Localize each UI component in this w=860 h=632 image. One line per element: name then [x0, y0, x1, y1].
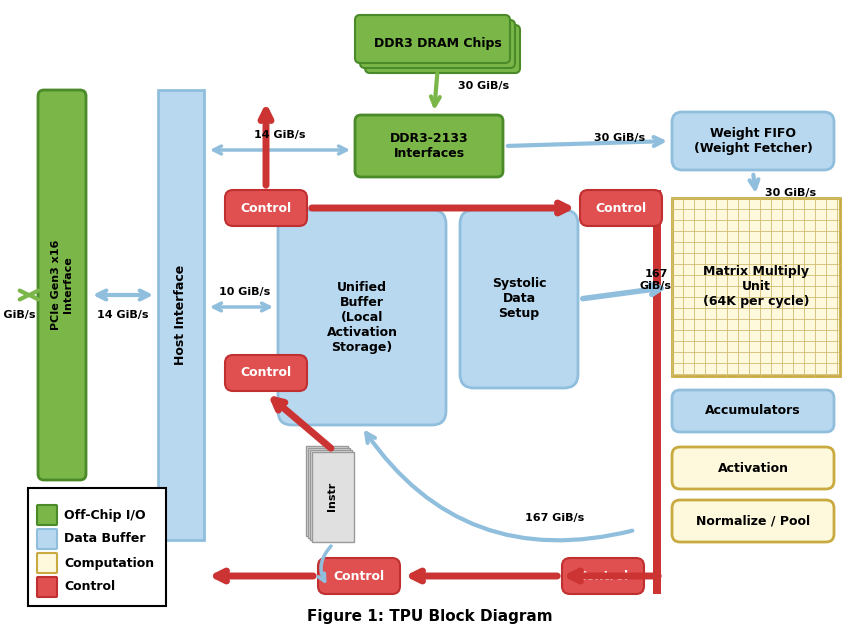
Text: Weight FIFO
(Weight Fetcher): Weight FIFO (Weight Fetcher) [693, 127, 813, 155]
Text: DDR3-2133
Interfaces: DDR3-2133 Interfaces [390, 132, 469, 160]
Text: DDR3 DRAM Chips: DDR3 DRAM Chips [373, 37, 501, 51]
FancyBboxPatch shape [37, 505, 57, 525]
Text: Accumulators: Accumulators [705, 404, 801, 418]
FancyBboxPatch shape [672, 500, 834, 542]
Text: PCIe Gen3 x16
Interface: PCIe Gen3 x16 Interface [52, 240, 73, 330]
Bar [158, 90, 204, 540]
FancyBboxPatch shape [318, 558, 400, 594]
Text: Normalize / Pool: Normalize / Pool [696, 514, 810, 528]
Text: Figure 1: TPU Block Diagram: Figure 1: TPU Block Diagram [307, 609, 553, 624]
Bar [306, 446, 348, 536]
FancyBboxPatch shape [37, 577, 57, 597]
FancyArrowPatch shape [366, 433, 632, 540]
Text: Control: Control [241, 202, 292, 214]
Text: 30 GiB/s: 30 GiB/s [594, 133, 646, 143]
Bar [672, 198, 840, 376]
Bar [312, 452, 354, 542]
Text: 167 GiB/s: 167 GiB/s [525, 513, 585, 523]
Text: 30 GiB/s: 30 GiB/s [458, 81, 508, 91]
Text: Control: Control [334, 569, 384, 583]
Text: Control: Control [64, 581, 115, 593]
FancyBboxPatch shape [37, 529, 57, 549]
Text: Matrix Multiply
Unit
(64K per cycle): Matrix Multiply Unit (64K per cycle) [703, 265, 809, 308]
Text: Instr: Instr [327, 482, 337, 511]
FancyBboxPatch shape [225, 190, 307, 226]
FancyBboxPatch shape [37, 553, 57, 573]
FancyBboxPatch shape [672, 390, 834, 432]
FancyBboxPatch shape [365, 25, 520, 73]
Text: Systolic
Data
Setup: Systolic Data Setup [492, 277, 546, 320]
Text: Control: Control [595, 202, 647, 214]
FancyBboxPatch shape [225, 355, 307, 391]
Text: Control: Control [241, 367, 292, 379]
Text: Activation: Activation [717, 461, 789, 475]
FancyBboxPatch shape [562, 558, 644, 594]
Text: Control: Control [577, 569, 629, 583]
Bar [28, 488, 166, 606]
FancyBboxPatch shape [278, 210, 446, 425]
Text: 30 GiB/s: 30 GiB/s [765, 188, 816, 198]
Text: Host Interface: Host Interface [175, 265, 187, 365]
FancyBboxPatch shape [672, 112, 834, 170]
Bar [653, 190, 661, 594]
FancyArrowPatch shape [318, 546, 331, 581]
Text: Off-Chip I/O: Off-Chip I/O [64, 509, 145, 521]
Text: Computation: Computation [64, 557, 154, 569]
Text: Data Buffer: Data Buffer [64, 533, 145, 545]
Text: 167
GiB/s: 167 GiB/s [640, 269, 672, 291]
FancyBboxPatch shape [580, 190, 662, 226]
Text: 10 GiB/s: 10 GiB/s [219, 287, 271, 297]
Bar [308, 448, 350, 538]
FancyBboxPatch shape [460, 210, 578, 388]
FancyBboxPatch shape [38, 90, 86, 480]
FancyBboxPatch shape [360, 20, 515, 68]
FancyBboxPatch shape [355, 115, 503, 177]
FancyBboxPatch shape [672, 447, 834, 489]
Text: 14 GiB/s: 14 GiB/s [97, 310, 149, 320]
FancyBboxPatch shape [355, 15, 510, 63]
Text: 14 GiB/s: 14 GiB/s [0, 310, 36, 320]
Text: 14 GiB/s: 14 GiB/s [255, 130, 306, 140]
Text: Unified
Buffer
(Local
Activation
Storage): Unified Buffer (Local Activation Storage… [327, 281, 397, 354]
Bar [310, 450, 352, 540]
